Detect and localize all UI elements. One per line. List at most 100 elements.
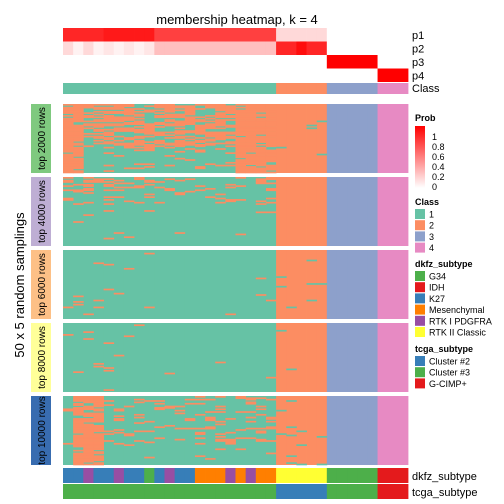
membership-column — [73, 323, 84, 392]
membership-cell — [73, 407, 84, 409]
membership-cell — [103, 237, 115, 240]
membership-cell — [235, 117, 247, 120]
membership-cell — [245, 142, 257, 145]
membership-cell — [123, 146, 135, 149]
membership-cell — [235, 160, 247, 163]
membership-cell — [144, 124, 155, 127]
membership-cell — [93, 363, 104, 365]
prob-cell-p3 — [225, 55, 236, 69]
membership-cell — [93, 123, 104, 125]
membership-cell — [123, 109, 135, 112]
membership-cell — [63, 185, 74, 187]
membership-cell — [194, 433, 206, 435]
tcga-cell — [184, 484, 196, 499]
membership-cell — [194, 189, 206, 192]
prob-cell-p2 — [194, 41, 206, 55]
membership-cell — [215, 112, 226, 114]
prob-cell-p3 — [377, 55, 389, 69]
membership-cell — [123, 130, 135, 132]
membership-cell — [255, 160, 267, 163]
membership-column — [367, 396, 378, 465]
membership-cell — [63, 164, 74, 167]
legend-swatch — [415, 304, 425, 315]
membership-cell — [103, 369, 115, 372]
membership-cell — [245, 411, 257, 413]
prob-cell-p1 — [164, 28, 176, 42]
membership-cell — [225, 152, 236, 154]
membership-cell — [215, 448, 226, 451]
tcga-cell — [316, 484, 328, 499]
membership-cell — [154, 400, 165, 402]
membership-cell — [73, 398, 84, 401]
membership-cell — [194, 128, 206, 131]
membership-cell — [73, 128, 84, 131]
membership-cell — [83, 418, 94, 420]
membership-cell — [174, 132, 186, 135]
membership-cell — [205, 419, 216, 422]
row-group-4 — [31, 323, 51, 392]
row-group-label: top 6000 rows — [37, 253, 48, 316]
membership-cell — [103, 142, 115, 145]
membership-cell — [123, 137, 135, 139]
membership-cell — [235, 199, 247, 201]
membership-column — [276, 250, 287, 319]
membership-column — [387, 250, 399, 319]
membership-cell — [245, 104, 257, 106]
membership-cell — [83, 408, 94, 411]
membership-column — [205, 396, 216, 465]
membership-cell — [255, 171, 267, 174]
prob-tick-label: 0.2 — [432, 172, 445, 182]
membership-cell — [83, 185, 94, 187]
membership-cell — [144, 420, 155, 423]
membership-cell — [235, 153, 247, 156]
membership-cell — [255, 123, 267, 125]
membership-cell — [93, 433, 104, 435]
membership-cell — [134, 128, 145, 131]
membership-cell — [73, 170, 84, 172]
dkfz-cell — [215, 468, 226, 483]
membership-column — [154, 323, 165, 392]
membership-cell — [73, 119, 84, 121]
legend-swatch — [415, 231, 425, 242]
membership-cell — [174, 115, 186, 117]
y-axis-label: 50 x 5 random samplings — [12, 212, 27, 358]
membership-cell — [235, 168, 247, 171]
prob-cell-p1 — [306, 28, 318, 42]
prob-cell-p1 — [347, 28, 358, 42]
membership-cell — [265, 376, 277, 379]
membership-cell — [286, 434, 297, 437]
membership-cell — [103, 433, 115, 435]
membership-cell — [184, 121, 196, 124]
membership-cell — [63, 409, 74, 412]
membership-cell — [265, 160, 277, 163]
membership-cell — [184, 138, 196, 141]
prob-cell-p3 — [306, 55, 318, 69]
membership-cell — [255, 109, 267, 112]
membership-cell — [123, 144, 135, 146]
membership-cell — [245, 121, 257, 124]
prob-cell-p1 — [255, 28, 267, 42]
membership-column — [367, 177, 378, 246]
membership-cell — [174, 109, 186, 112]
membership-cell — [174, 150, 186, 153]
membership-cell — [93, 262, 104, 265]
membership-cell — [93, 110, 104, 113]
membership-cell — [144, 131, 155, 134]
membership-cell — [144, 149, 155, 152]
membership-cell — [134, 177, 145, 179]
membership-cell — [134, 422, 145, 424]
membership-cell — [73, 426, 84, 429]
membership-cell — [245, 420, 257, 423]
membership-cell — [265, 416, 277, 419]
membership-cell — [245, 112, 257, 114]
tcga-cell — [255, 484, 267, 499]
membership-column — [397, 104, 409, 173]
membership-cell — [63, 121, 74, 124]
membership-cell — [174, 130, 186, 132]
membership-cell — [215, 121, 226, 124]
membership-cell — [134, 126, 145, 128]
membership-cell — [255, 131, 267, 134]
membership-cell — [123, 186, 135, 189]
membership-cell — [103, 164, 115, 167]
membership-cell — [245, 427, 257, 430]
